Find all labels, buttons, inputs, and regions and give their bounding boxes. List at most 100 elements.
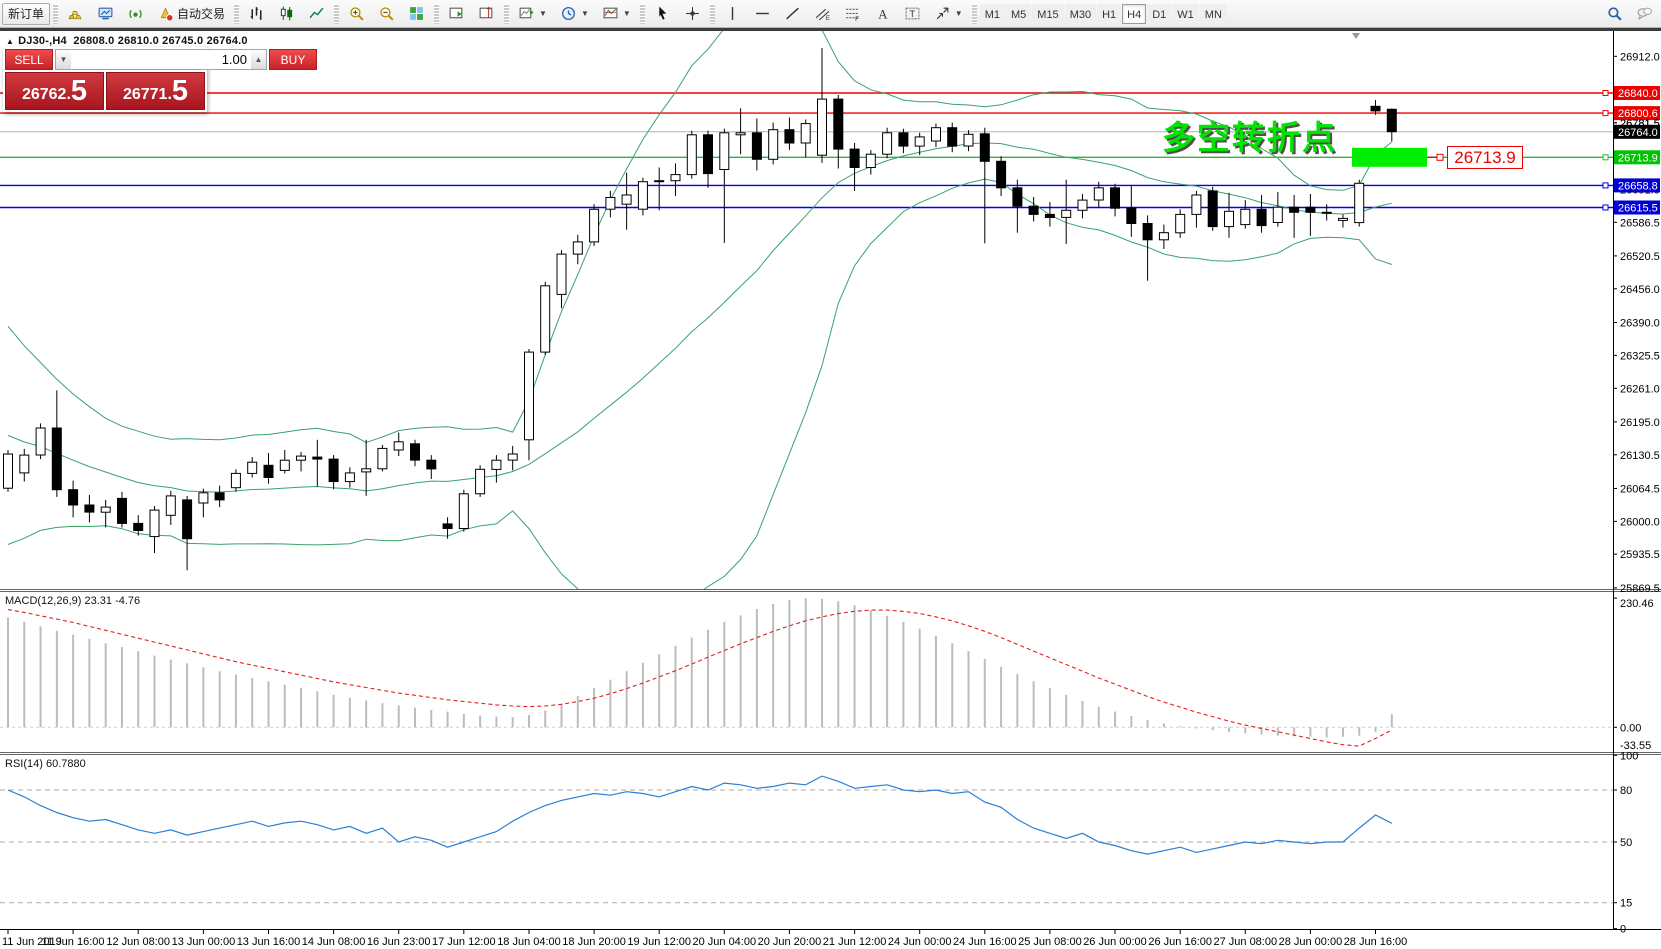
- timeframe-m30-button[interactable]: M30: [1064, 3, 1097, 24]
- svg-text:230.46: 230.46: [1620, 598, 1654, 610]
- svg-text:0.00: 0.00: [1620, 722, 1641, 734]
- gold-bars-button[interactable]: [61, 3, 90, 25]
- price-badge-26615.5: 26615.5: [1614, 200, 1660, 215]
- bid-point: .: [66, 86, 71, 103]
- timeframe-h1-button[interactable]: H1: [1097, 3, 1122, 24]
- rsi-pane[interactable]: 100 80 50 15 0: [0, 750, 1638, 936]
- line-chart-button[interactable]: [302, 3, 331, 25]
- search-button[interactable]: [1600, 3, 1629, 25]
- terminal-icon: [97, 5, 114, 22]
- svg-text:28 Jun 00:00: 28 Jun 00:00: [1279, 936, 1343, 948]
- chart-canvas[interactable]: 26912.026781.526651.026586.526520.526456…: [0, 31, 1661, 949]
- auto-trading-button[interactable]: 自动交易: [151, 3, 231, 25]
- templates-button[interactable]: ▼: [596, 3, 637, 25]
- bid-main-digits: 26762: [21, 86, 67, 103]
- price-axis[interactable]: 26912.026781.526651.026586.526520.526456…: [1613, 51, 1660, 595]
- svg-text:26615.5: 26615.5: [1618, 203, 1658, 215]
- indicators-button[interactable]: ▼: [512, 3, 553, 25]
- ohlc-values: 26808.0 26810.0 26745.0 26764.0: [73, 35, 248, 47]
- svg-text:26 Jun 16:00: 26 Jun 16:00: [1148, 936, 1212, 948]
- svg-text:F: F: [855, 16, 859, 22]
- timeframe-m5-button[interactable]: M5: [1006, 3, 1032, 24]
- cursor-icon: [654, 5, 671, 22]
- svg-text:0: 0: [1620, 924, 1626, 936]
- fibonacci-button[interactable]: F: [838, 3, 867, 25]
- price-label-object[interactable]: 26713.9: [1447, 146, 1523, 170]
- hline-button[interactable]: [748, 3, 777, 25]
- timeframe-d1-button[interactable]: D1: [1147, 3, 1172, 24]
- rectangle-object[interactable]: [1352, 147, 1427, 167]
- price-badge-26800.6: 26800.6: [1614, 106, 1660, 121]
- search-icon: [1606, 5, 1623, 22]
- volume-increase-button[interactable]: ▲: [251, 50, 266, 69]
- channel-button[interactable]: E: [808, 3, 837, 25]
- svg-text:11 Jun 16:00: 11 Jun 16:00: [42, 936, 105, 948]
- auto-scroll-icon: [448, 5, 465, 22]
- timeframe-h4-button[interactable]: H4: [1122, 3, 1147, 24]
- tile-windows-button[interactable]: [402, 3, 431, 25]
- vline-icon: [724, 5, 741, 22]
- zoom-out-button[interactable]: [372, 3, 401, 25]
- ask-main-digits: 26771: [122, 86, 168, 103]
- arrows-icon: [934, 5, 951, 22]
- new-order-button[interactable]: 新订单: [2, 2, 51, 25]
- chat-button[interactable]: [1630, 3, 1659, 25]
- sell-button[interactable]: SELL: [5, 49, 53, 70]
- macd-signal-line: [7, 609, 1393, 747]
- timeframe-mn-button[interactable]: MN: [1199, 3, 1227, 24]
- zoom-in-button[interactable]: [342, 3, 371, 25]
- indicators-icon: [518, 5, 535, 22]
- timeframe-w1-button[interactable]: W1: [1172, 3, 1199, 24]
- macd-pane[interactable]: 230.46 0.00 -33.55: [0, 597, 1654, 752]
- text-button[interactable]: A: [868, 3, 897, 25]
- svg-text:26764.0: 26764.0: [1618, 127, 1658, 139]
- pane-dividers[interactable]: [0, 589, 1661, 930]
- trendline-button[interactable]: [778, 3, 807, 25]
- bar-chart-icon: [248, 5, 265, 22]
- buy-button[interactable]: BUY: [269, 49, 317, 70]
- periods-button[interactable]: ▼: [554, 3, 595, 25]
- arrows-button[interactable]: ▼: [928, 3, 969, 25]
- ask-price[interactable]: 26771. 5: [106, 72, 205, 110]
- candles-layer: [3, 48, 1397, 571]
- volume-stepper: ▼ ▲: [55, 49, 267, 70]
- svg-text:26325.5: 26325.5: [1620, 350, 1660, 362]
- timeframe-m1-button[interactable]: M1: [979, 3, 1005, 24]
- channel-icon: E: [814, 5, 831, 22]
- crosshair-icon: [684, 5, 701, 22]
- one-click-trade-panel: SELL ▼ ▲ BUY 26762.5 26771.5: [3, 47, 317, 112]
- volume-input[interactable]: [71, 50, 251, 69]
- auto-scroll-button[interactable]: [442, 3, 471, 25]
- signal-button[interactable]: [121, 3, 150, 25]
- chart-shift-marker: [1352, 33, 1360, 39]
- crosshair-button[interactable]: [678, 3, 707, 25]
- svg-text:24 Jun 00:00: 24 Jun 00:00: [888, 936, 952, 948]
- timeframe-m15-button[interactable]: M15: [1032, 3, 1064, 24]
- chart-window[interactable]: 26912.026781.526651.026586.526520.526456…: [0, 28, 1661, 949]
- svg-text:17 Jun 12:00: 17 Jun 12:00: [432, 936, 496, 948]
- svg-text:27 Jun 08:00: 27 Jun 08:00: [1213, 936, 1277, 948]
- svg-text:-33.55: -33.55: [1620, 740, 1651, 752]
- svg-text:11 Jun 2019: 11 Jun 2019: [2, 936, 62, 948]
- svg-text:25935.5: 25935.5: [1620, 549, 1660, 561]
- annotation-text[interactable]: 多空转折点: [1162, 119, 1337, 157]
- bar-chart-button[interactable]: [242, 3, 271, 25]
- svg-text:28 Jun 16:00: 28 Jun 16:00: [1344, 936, 1408, 948]
- label-button[interactable]: T: [898, 3, 927, 25]
- svg-text:26912.0: 26912.0: [1620, 51, 1660, 63]
- svg-text:26130.5: 26130.5: [1620, 450, 1660, 462]
- svg-text:26 Jun 00:00: 26 Jun 00:00: [1083, 936, 1147, 948]
- bid-price[interactable]: 26762. 5: [5, 72, 104, 110]
- candlestick-chart-button[interactable]: [272, 3, 301, 25]
- vline-button[interactable]: [718, 3, 747, 25]
- cursor-button[interactable]: [648, 3, 677, 25]
- svg-text:26658.8: 26658.8: [1618, 180, 1658, 192]
- ask-point: .: [167, 86, 172, 103]
- price-badge-26658.8: 26658.8: [1614, 178, 1660, 193]
- volume-decrease-button[interactable]: ▼: [56, 50, 71, 69]
- terminal-button[interactable]: [91, 3, 120, 25]
- collapse-arrow-icon[interactable]: ▲: [6, 37, 15, 46]
- chart-shift-button[interactable]: [472, 3, 501, 25]
- toolbar-grip: [234, 3, 240, 24]
